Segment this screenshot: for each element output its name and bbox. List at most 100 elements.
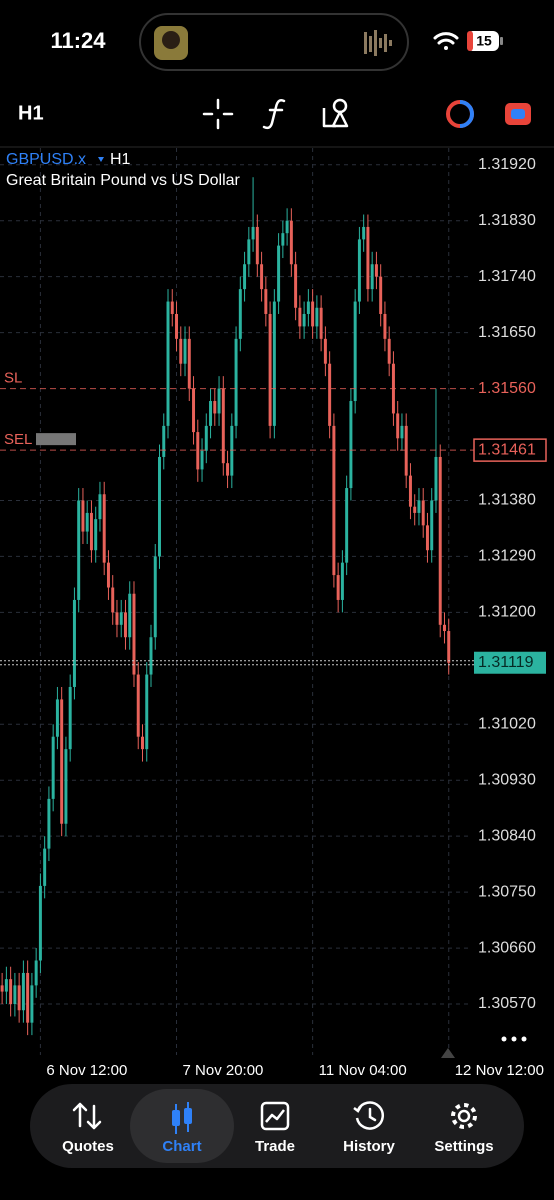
- candle-body: [425, 525, 429, 551]
- symbol-title[interactable]: GBPUSD.x: [6, 151, 86, 168]
- y-tick-label: 1.30570: [478, 995, 536, 1012]
- wifi-icon: [433, 32, 459, 50]
- candle-body: [64, 749, 68, 824]
- candle-body: [234, 338, 238, 426]
- candle-body: [102, 494, 106, 563]
- tab-icon[interactable]: [260, 1101, 290, 1131]
- y-tick-label: 1.31380: [478, 492, 536, 509]
- battery-percent: 15: [476, 33, 492, 49]
- candle-body: [332, 425, 336, 576]
- level-name: SEL: [4, 431, 32, 448]
- tab-label[interactable]: Settings: [434, 1138, 493, 1155]
- candle-body: [13, 985, 17, 1005]
- battery-tip: [500, 37, 503, 45]
- trade-button[interactable]: [505, 103, 531, 125]
- candle-body: [111, 587, 115, 613]
- candle-body: [315, 307, 319, 327]
- candle-body: [255, 226, 259, 265]
- x-tick-label: 6 Nov 12:00: [46, 1062, 127, 1079]
- candle-body: [379, 276, 383, 314]
- candle-body: [4, 979, 8, 992]
- candle-body: [421, 500, 425, 526]
- candle-body: [264, 289, 268, 314]
- candle-body: [357, 239, 361, 302]
- candle-body: [9, 979, 13, 1005]
- candle-body: [340, 562, 344, 600]
- candle-body: [94, 519, 98, 551]
- candle-body: [149, 637, 153, 675]
- candle-body: [136, 674, 140, 737]
- x-tick-label: 11 Nov 04:00: [319, 1062, 407, 1079]
- tab-icon[interactable]: [353, 1101, 385, 1130]
- y-tick-label: 1.31830: [478, 212, 536, 229]
- more-button[interactable]: [501, 1036, 527, 1042]
- candle-body: [442, 624, 446, 632]
- candle-body: [132, 593, 136, 675]
- symbol-description: Great Britain Pound vs US Dollar: [6, 172, 241, 189]
- x-tick-label: 7 Nov 20:00: [183, 1062, 264, 1079]
- tab-icon[interactable]: [172, 1102, 192, 1134]
- level-price-label: 1.31560: [478, 380, 536, 397]
- candle-body: [345, 488, 349, 563]
- timeframe-button[interactable]: H1: [18, 102, 44, 124]
- candle-body: [366, 226, 370, 290]
- scroll-end-marker[interactable]: [441, 1048, 455, 1058]
- candle-body: [128, 593, 132, 638]
- y-tick-label: 1.31920: [478, 156, 536, 173]
- candle-body: [98, 494, 102, 520]
- candle-body: [217, 388, 221, 414]
- candle-body: [0, 985, 4, 992]
- candle-body: [55, 699, 59, 737]
- candle-body: [226, 463, 230, 476]
- album-art-figure: [162, 31, 180, 49]
- candle-body: [289, 220, 293, 265]
- battery-level: [467, 31, 473, 51]
- candle-body: [119, 612, 123, 625]
- candle-body: [158, 456, 161, 557]
- candle-body: [89, 512, 93, 551]
- tab-icon[interactable]: [451, 1103, 477, 1129]
- battery-body: [467, 31, 499, 51]
- symbol-dropdown: [98, 157, 104, 162]
- x-tick-label: 12 Nov 12:00: [455, 1062, 544, 1079]
- candle-body: [370, 264, 374, 290]
- status-time: 11:24: [50, 28, 106, 53]
- candle-body: [209, 401, 213, 426]
- chart-timeframe: H1: [110, 151, 131, 168]
- candle-body: [404, 425, 408, 476]
- candle-body: [438, 456, 442, 625]
- candle-body: [230, 425, 234, 476]
- candle-body: [81, 500, 85, 532]
- y-tick-label: 1.31020: [478, 715, 536, 732]
- tab-label[interactable]: Trade: [255, 1138, 295, 1155]
- candle-body: [434, 456, 438, 501]
- candle-body: [68, 686, 72, 750]
- candle-body: [170, 301, 174, 314]
- candle-body: [268, 313, 272, 426]
- candle-body: [123, 612, 127, 638]
- candle-body: [285, 220, 289, 234]
- volume-redacted: [36, 433, 76, 446]
- candle-body: [302, 313, 306, 327]
- indicators-button[interactable]: [262, 99, 286, 130]
- signals-button[interactable]: [446, 100, 474, 128]
- tab-label[interactable]: Quotes: [62, 1138, 114, 1155]
- candle-body: [374, 264, 378, 277]
- objects-button[interactable]: [322, 98, 349, 128]
- candle-body: [145, 674, 149, 750]
- tab-label[interactable]: History: [343, 1138, 395, 1155]
- candle-body: [430, 500, 434, 551]
- crosshair-button[interactable]: [202, 98, 234, 130]
- audio-waveform: [364, 30, 392, 56]
- candle-body: [311, 301, 315, 327]
- candle-body: [272, 301, 276, 426]
- candle-body: [166, 301, 170, 426]
- tab-icon[interactable]: [72, 1102, 102, 1130]
- y-tick-label: 1.31200: [478, 604, 536, 621]
- candle-body: [200, 450, 204, 470]
- tab-label[interactable]: Chart: [162, 1138, 201, 1155]
- level-price-label: 1.31461: [478, 441, 536, 458]
- candle-body: [277, 245, 281, 302]
